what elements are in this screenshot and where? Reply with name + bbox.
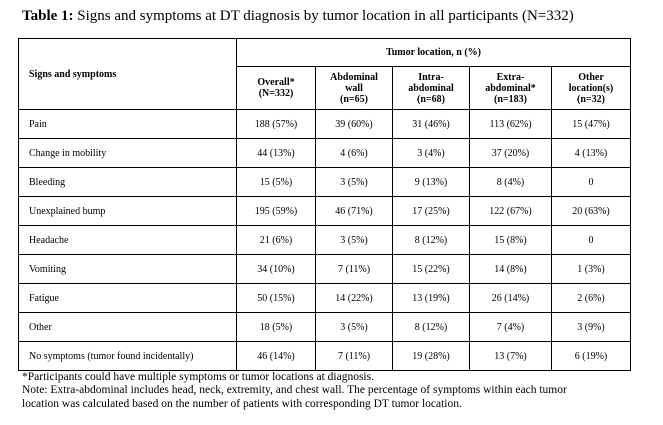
table-row: Change in mobility 44 (13%) 4 (6%) 3 (4%) 37… (18, 138, 631, 168)
table-notes: *Participants could have multiple sympto… (22, 371, 652, 411)
table-cell: 13 (19%) (392, 283, 470, 313)
column-header-line: abdominal* (485, 82, 536, 94)
column-header-line: (N=332) (258, 88, 294, 99)
column-header-line: Extra- (496, 71, 525, 83)
table-cell: 20 (63%) (551, 196, 631, 226)
table-row: Bleeding 15 (5%) 3 (5%) 9 (13%) 8 (4%) 0 (18, 167, 631, 197)
table-cell: 9 (13%) (392, 167, 470, 197)
table-caption-text: Signs and symptoms at DT diagnosis by tu… (73, 8, 574, 24)
table-cell: 31 (46%) (392, 109, 470, 139)
table-cell: 17 (25%) (392, 196, 470, 226)
table-cell: 122 (67%) (469, 196, 552, 226)
table-row: Other 18 (5%) 3 (5%) 8 (12%) 7 (4%) 3 (9%) (18, 312, 631, 342)
column-header: Abdominal wall (n=65) (315, 66, 393, 110)
column-header-line: Other (578, 71, 604, 83)
row-label: Vomiting (18, 254, 237, 284)
table-cell: 14 (8%) (469, 254, 552, 284)
table-cell: 3 (9%) (551, 312, 631, 342)
column-header-line: location(s) (568, 82, 614, 94)
column-header-line: (n=32) (577, 93, 605, 105)
table-cell: 26 (14%) (469, 283, 552, 313)
table-caption: Table 1: Signs and symptoms at DT diagno… (22, 8, 574, 25)
column-header: Extra-abdominal* (n=183) (469, 66, 552, 110)
table-cell: 7 (11%) (315, 254, 393, 284)
table-cell: 46 (14%) (236, 341, 316, 371)
table-cell: 0 (551, 225, 631, 255)
group-header: Tumor location, n (%) (236, 38, 631, 67)
table-cell: 18 (5%) (236, 312, 316, 342)
table-cell: 1 (3%) (551, 254, 631, 284)
row-label: No symptoms (tumor found incidentally) (18, 341, 237, 371)
table-row: Vomiting 34 (10%) 7 (11%) 15 (22%) 14 (8%) 1 … (18, 254, 631, 284)
table-cell: 39 (60%) (315, 109, 393, 139)
table-cell: 188 (57%) (236, 109, 316, 139)
table-cell: 15 (5%) (236, 167, 316, 197)
column-header-line: wall (345, 82, 363, 94)
column-header: Overall* (N=332) (236, 66, 316, 110)
row-label: Bleeding (18, 167, 237, 197)
note-line: Note: Extra-abdominal includes head, nec… (22, 384, 567, 397)
table-cell: 19 (28%) (392, 341, 470, 371)
table-cell: 2 (6%) (551, 283, 631, 313)
table-cell: 14 (22%) (315, 283, 393, 313)
table-cell: 44 (13%) (236, 138, 316, 168)
row-label: Other (18, 312, 237, 342)
table-row: Pain 188 (57%) 39 (60%) 31 (46%) 113 (62%) 15… (18, 109, 631, 139)
table-cell: 0 (551, 167, 631, 197)
table-cell: 8 (12%) (392, 225, 470, 255)
table-cell: 4 (6%) (315, 138, 393, 168)
table-cell: 8 (12%) (392, 312, 470, 342)
table-cell: 4 (13%) (551, 138, 631, 168)
table-cell: 3 (5%) (315, 225, 393, 255)
table-cell: 50 (15%) (236, 283, 316, 313)
table-cell: 3 (4%) (392, 138, 470, 168)
row-label: Change in mobility (18, 138, 237, 168)
column-header-line: Abdominal (330, 71, 378, 83)
table-cell: 113 (62%) (469, 109, 552, 139)
footnote: *Participants could have multiple sympto… (22, 371, 374, 383)
column-header-line: (n=183) (494, 93, 527, 105)
table-cell: 15 (8%) (469, 225, 552, 255)
table-cell: 46 (71%) (315, 196, 393, 226)
table-cell: 7 (4%) (469, 312, 552, 342)
table-cell: 3 (5%) (315, 312, 393, 342)
row-label: Unexplained bump (18, 196, 237, 226)
column-header-line: (n=65) (340, 93, 368, 105)
table-cell: 34 (10%) (236, 254, 316, 284)
table-cell: 195 (59%) (236, 196, 316, 226)
note-line: location was calculated based on the num… (22, 397, 462, 410)
table-body: Pain 188 (57%) 39 (60%) 31 (46%) 113 (62%) 15… (18, 109, 631, 371)
table-row: No symptoms (tumor found incidentally) 46… (18, 341, 631, 371)
table-cell: 7 (11%) (315, 341, 393, 371)
column-header-line: abdominal (408, 82, 454, 94)
table-row: Fatigue 50 (15%) 14 (22%) 13 (19%) 26 (14%) 2… (18, 283, 631, 313)
table-cell: 6 (19%) (551, 341, 631, 371)
table-caption-label: Table 1: (22, 8, 74, 24)
symptoms-table: Signs and symptoms Tumor location, n (%)… (18, 38, 631, 371)
table-cell: 15 (22%) (392, 254, 470, 284)
row-label: Fatigue (18, 283, 237, 313)
table-row: Headache 21 (6%) 3 (5%) 8 (12%) 15 (8%) 0 (18, 225, 631, 255)
column-header-line: (n=68) (417, 93, 445, 105)
row-header: Signs and symptoms (18, 38, 237, 110)
table-cell: 13 (7%) (469, 341, 552, 371)
column-header: Intra-abdominal (n=68) (392, 66, 470, 110)
table-cell: 37 (20%) (469, 138, 552, 168)
table-row: Unexplained bump 195 (59%) 46 (71%) 17 (25%… (18, 196, 631, 226)
column-header-line: Intra- (418, 71, 444, 83)
column-header-line: Overall* (257, 77, 295, 88)
table-cell: 3 (5%) (315, 167, 393, 197)
table-cell: 8 (4%) (469, 167, 552, 197)
row-label: Headache (18, 225, 237, 255)
table-cell: 15 (47%) (551, 109, 631, 139)
column-header: Other location(s) (n=32) (551, 66, 631, 110)
table-cell: 21 (6%) (236, 225, 316, 255)
row-label: Pain (18, 109, 237, 139)
